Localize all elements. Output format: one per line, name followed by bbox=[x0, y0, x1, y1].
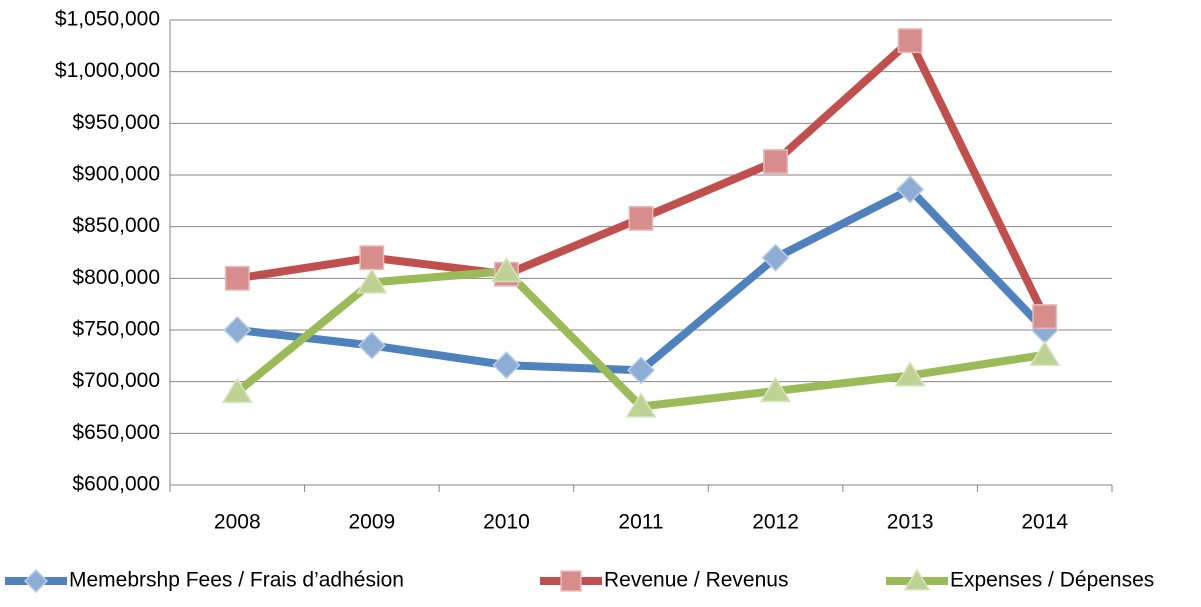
marker bbox=[897, 28, 923, 54]
marker bbox=[1032, 304, 1058, 330]
legend-marker bbox=[23, 568, 49, 594]
series-line bbox=[236, 36, 1049, 319]
marker bbox=[356, 268, 388, 294]
marker bbox=[628, 205, 654, 231]
legend-marker bbox=[560, 570, 582, 592]
marker bbox=[763, 149, 789, 175]
x-tick-label: 2012 bbox=[752, 511, 799, 534]
marker bbox=[224, 265, 250, 291]
marker bbox=[359, 245, 385, 271]
x-tick-label: 2013 bbox=[887, 511, 934, 534]
legend-marker bbox=[903, 568, 931, 591]
y-tick-label: $950,000 bbox=[72, 111, 160, 134]
marker bbox=[759, 376, 792, 403]
y-tick-label: $700,000 bbox=[72, 369, 160, 392]
legend-label: Revenue / Revenus bbox=[604, 569, 788, 592]
x-tick-label: 2009 bbox=[348, 511, 395, 534]
legend-label: Memebrshp Fees / Frais d’adhésion bbox=[69, 569, 404, 592]
x-tick-label: 2014 bbox=[1021, 511, 1068, 534]
y-tick-label: $850,000 bbox=[72, 214, 160, 237]
marker bbox=[223, 315, 252, 345]
marker bbox=[221, 377, 253, 404]
y-tick-label: $600,000 bbox=[72, 473, 160, 496]
y-tick-label: $750,000 bbox=[72, 318, 160, 341]
y-tick-label: $900,000 bbox=[72, 163, 160, 186]
x-tick-label: 2010 bbox=[483, 511, 530, 534]
marker bbox=[625, 392, 657, 418]
marker bbox=[490, 256, 523, 283]
y-tick-label: $800,000 bbox=[72, 266, 160, 289]
y-tick-label: $1,000,000 bbox=[55, 59, 160, 82]
y-tick-label: $1,050,000 bbox=[55, 8, 160, 31]
x-tick-label: 2008 bbox=[214, 511, 261, 534]
x-tick-label: 2011 bbox=[618, 511, 663, 534]
marker bbox=[1029, 340, 1061, 366]
marker bbox=[896, 175, 925, 204]
marker bbox=[761, 243, 790, 272]
y-tick-label: $650,000 bbox=[72, 421, 160, 444]
legend-label: Expenses / Dépenses bbox=[950, 569, 1154, 592]
marker bbox=[492, 351, 521, 380]
marker bbox=[626, 356, 656, 385]
marker bbox=[894, 361, 926, 387]
marker bbox=[357, 331, 386, 360]
